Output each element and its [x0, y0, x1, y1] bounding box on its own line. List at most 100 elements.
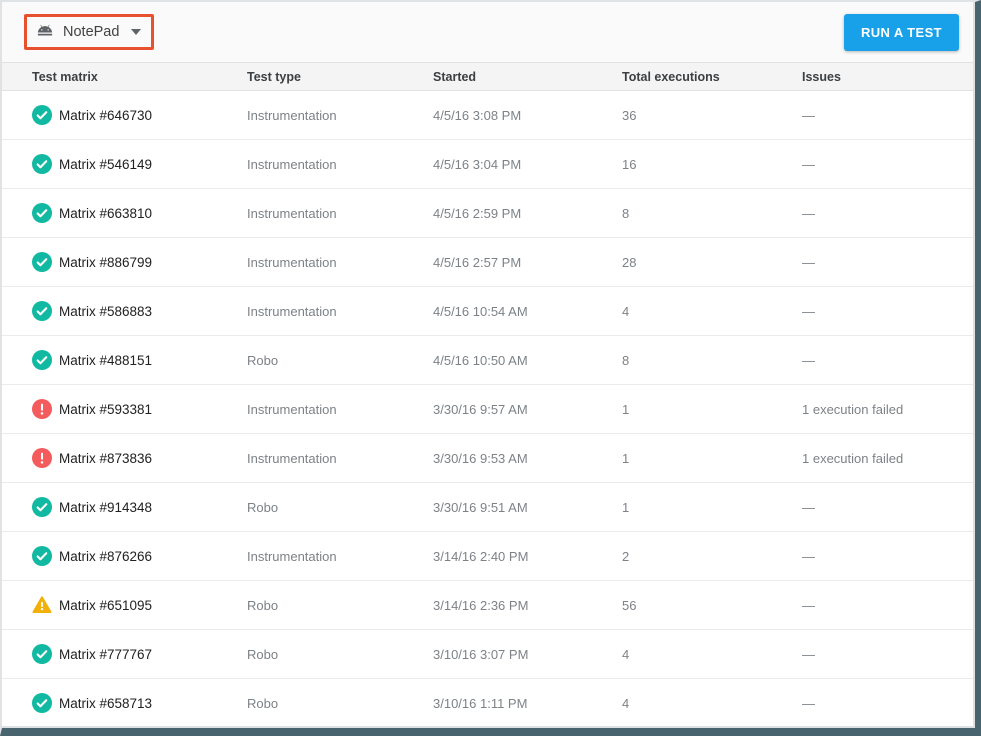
matrix-cell: Matrix #651095 — [32, 595, 247, 615]
started-cell: 3/14/16 2:36 PM — [433, 597, 529, 613]
column-header-issues: Issues — [802, 69, 841, 84]
matrix-name: Matrix #593381 — [59, 401, 153, 417]
matrix-cell: Matrix #873836 — [32, 448, 247, 468]
table-row[interactable]: Matrix #876266 Instrumentation 3/14/16 2… — [2, 532, 973, 581]
android-icon — [37, 24, 53, 36]
matrix-name: Matrix #546149 — [59, 156, 153, 172]
passed-icon — [32, 693, 52, 713]
test-type-cell: Instrumentation — [247, 254, 337, 270]
app-selector-label: NotePad — [63, 24, 120, 40]
total-executions-cell: 4 — [622, 303, 630, 319]
table-row[interactable]: Matrix #777767 Robo 3/10/16 3:07 PM 4 — — [2, 630, 973, 679]
matrix-cell: Matrix #488151 — [32, 350, 247, 370]
test-matrix-table: Matrix #646730 Instrumentation 4/5/16 3:… — [2, 91, 973, 726]
matrix-name: Matrix #876266 — [59, 548, 153, 564]
table-row[interactable]: Matrix #586883 Instrumentation 4/5/16 10… — [2, 287, 973, 336]
issues-cell: — — [802, 205, 815, 221]
issues-cell: — — [802, 646, 815, 662]
issues-cell: — — [802, 695, 815, 711]
passed-icon — [32, 154, 52, 174]
issues-cell: — — [802, 352, 815, 368]
table-row[interactable]: Matrix #886799 Instrumentation 4/5/16 2:… — [2, 238, 973, 287]
passed-icon — [32, 497, 52, 517]
column-header-test-type: Test type — [247, 69, 301, 84]
matrix-cell: Matrix #646730 — [32, 105, 247, 125]
test-type-cell: Instrumentation — [247, 156, 337, 172]
started-cell: 4/5/16 2:57 PM — [433, 254, 522, 270]
table-header-row: Test matrix Test type Started Total executi… — [2, 62, 973, 91]
issues-cell: — — [802, 597, 815, 613]
table-row[interactable]: Matrix #651095 Robo 3/14/16 2:36 PM 56 — — [2, 581, 973, 630]
total-executions-cell: 28 — [622, 254, 637, 270]
total-executions-cell: 16 — [622, 156, 637, 172]
total-executions-cell: 8 — [622, 205, 630, 221]
started-cell: 4/5/16 10:54 AM — [433, 303, 528, 319]
started-cell: 4/5/16 3:08 PM — [433, 107, 522, 123]
failed-icon — [32, 448, 52, 468]
test-type-cell: Instrumentation — [247, 205, 337, 221]
table-row[interactable]: Matrix #914348 Robo 3/30/16 9:51 AM 1 — — [2, 483, 973, 532]
test-type-cell: Robo — [247, 597, 279, 613]
started-cell: 3/30/16 9:53 AM — [433, 450, 528, 466]
passed-icon — [32, 644, 52, 664]
total-executions-cell: 36 — [622, 107, 637, 123]
matrix-name: Matrix #586883 — [59, 303, 153, 319]
matrix-cell: Matrix #658713 — [32, 693, 247, 713]
column-header-test-matrix: Test matrix — [32, 69, 98, 84]
passed-icon — [32, 203, 52, 223]
table-row[interactable]: Matrix #488151 Robo 4/5/16 10:50 AM 8 — — [2, 336, 973, 385]
matrix-name: Matrix #658713 — [59, 695, 153, 711]
passed-icon — [32, 105, 52, 125]
passed-icon — [32, 301, 52, 321]
matrix-cell: Matrix #546149 — [32, 154, 247, 174]
issues-cell: — — [802, 156, 815, 172]
table-row[interactable]: Matrix #663810 Instrumentation 4/5/16 2:… — [2, 189, 973, 238]
matrix-name: Matrix #914348 — [59, 499, 153, 515]
total-executions-cell: 56 — [622, 597, 637, 613]
table-row[interactable]: Matrix #873836 Instrumentation 3/30/16 9… — [2, 434, 973, 483]
started-cell: 3/14/16 2:40 PM — [433, 548, 529, 564]
started-cell: 3/30/16 9:57 AM — [433, 401, 528, 417]
test-type-cell: Instrumentation — [247, 401, 337, 417]
matrix-cell: Matrix #876266 — [32, 546, 247, 566]
table-row[interactable]: Matrix #658713 Robo 3/10/16 1:11 PM 4 — — [2, 679, 973, 726]
table-row[interactable]: Matrix #646730 Instrumentation 4/5/16 3:… — [2, 91, 973, 140]
failed-icon — [32, 399, 52, 419]
table-row[interactable]: Matrix #593381 Instrumentation 3/30/16 9… — [2, 385, 973, 434]
matrix-name: Matrix #873836 — [59, 450, 153, 466]
matrix-cell: Matrix #586883 — [32, 301, 247, 321]
matrix-name: Matrix #488151 — [59, 352, 153, 368]
table-row[interactable]: Matrix #546149 Instrumentation 4/5/16 3:… — [2, 140, 973, 189]
chevron-down-icon — [131, 29, 142, 35]
started-cell: 4/5/16 3:04 PM — [433, 156, 522, 172]
passed-icon — [32, 546, 52, 566]
test-type-cell: Instrumentation — [247, 303, 337, 319]
column-header-started: Started — [433, 69, 477, 84]
matrix-cell: Matrix #663810 — [32, 203, 247, 223]
matrix-name: Matrix #663810 — [59, 205, 153, 221]
matrix-cell: Matrix #777767 — [32, 644, 247, 664]
total-executions-cell: 1 — [622, 499, 630, 515]
issues-cell: — — [802, 303, 815, 319]
matrix-cell: Matrix #914348 — [32, 497, 247, 517]
started-cell: 4/5/16 2:59 PM — [433, 205, 522, 221]
run-a-test-button[interactable]: RUN A TEST — [843, 13, 959, 51]
total-executions-cell: 4 — [622, 695, 630, 711]
matrix-name: Matrix #646730 — [59, 107, 153, 123]
total-executions-cell: 4 — [622, 646, 630, 662]
test-type-cell: Robo — [247, 499, 279, 515]
column-header-total-executions: Total executions — [622, 69, 720, 84]
top-bar: NotePad RUN A TEST — [2, 2, 973, 62]
started-cell: 3/10/16 1:11 PM — [433, 695, 528, 711]
test-type-cell: Robo — [247, 695, 279, 711]
issues-cell: 1 execution failed — [802, 401, 904, 417]
started-cell: 3/10/16 3:07 PM — [433, 646, 529, 662]
test-type-cell: Instrumentation — [247, 450, 337, 466]
app-selector-dropdown[interactable]: NotePad — [24, 14, 155, 50]
test-type-cell: Instrumentation — [247, 107, 337, 123]
started-cell: 4/5/16 10:50 AM — [433, 352, 528, 368]
passed-icon — [32, 252, 52, 272]
issues-cell: — — [802, 548, 815, 564]
total-executions-cell: 2 — [622, 548, 630, 564]
